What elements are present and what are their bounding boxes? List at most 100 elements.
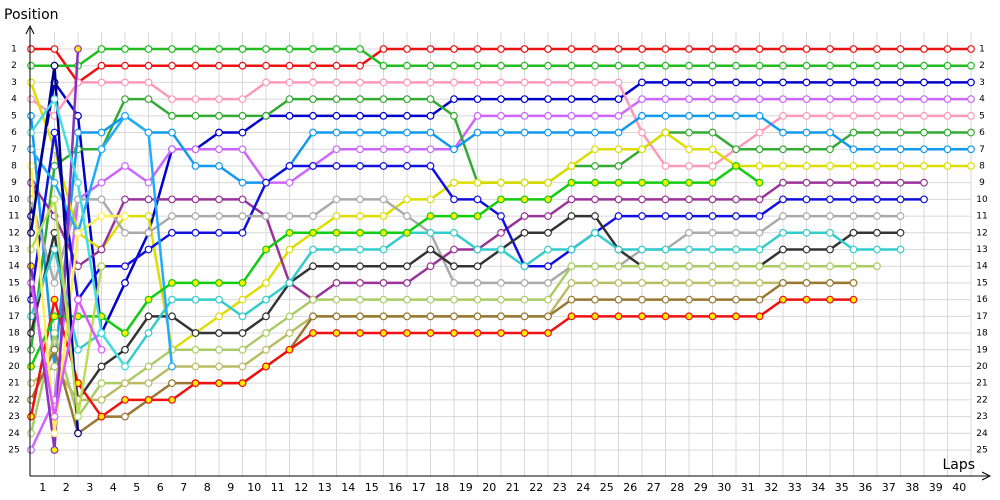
y-tick-label-right: 4 [979, 95, 985, 105]
position-marker [50, 162, 59, 170]
y-tick-label: 22 [8, 395, 19, 405]
position-marker [755, 162, 764, 170]
position-marker [896, 45, 905, 53]
position-marker [450, 111, 458, 120]
position-marker [661, 245, 670, 254]
x-tick-label: 12 [294, 481, 308, 494]
position-marker [473, 111, 482, 120]
position-marker [238, 95, 247, 104]
position-marker [755, 228, 764, 237]
x-axis-title: Laps [942, 457, 975, 473]
position-marker [755, 195, 764, 204]
position-marker [379, 78, 388, 87]
position-marker [121, 395, 129, 404]
position-marker [638, 128, 646, 137]
position-marker [826, 245, 834, 254]
position-marker [426, 128, 435, 137]
x-tick-label: 37 [882, 481, 896, 494]
position-marker [708, 262, 717, 271]
position-marker [50, 178, 59, 187]
position-marker [97, 345, 106, 354]
y-tick-label: 13 [8, 245, 19, 255]
position-marker [215, 162, 223, 170]
position-marker [285, 312, 294, 321]
position-marker [309, 228, 317, 237]
position-marker [520, 111, 529, 120]
position-marker [732, 61, 740, 70]
position-marker [215, 345, 223, 354]
position-marker [544, 262, 552, 271]
position-marker [779, 295, 787, 304]
position-marker [779, 245, 787, 254]
position-marker [779, 262, 787, 271]
position-marker [403, 195, 411, 204]
position-marker [567, 61, 576, 70]
position-marker [309, 262, 317, 271]
position-marker [144, 95, 153, 104]
position-marker [379, 162, 388, 170]
position-marker [74, 429, 82, 438]
position-marker [285, 78, 294, 87]
position-marker [544, 279, 552, 287]
position-marker [332, 162, 341, 170]
position-marker [520, 195, 529, 204]
position-marker [97, 212, 106, 220]
position-marker [967, 145, 975, 154]
position-marker [473, 195, 482, 204]
position-marker [849, 45, 858, 53]
y-tick-label-right: 6 [979, 128, 985, 138]
position-marker [544, 312, 552, 321]
position-marker [97, 178, 106, 187]
position-marker [379, 228, 388, 237]
position-marker [379, 329, 388, 337]
position-marker [638, 312, 646, 321]
position-marker [473, 279, 482, 287]
position-marker [591, 145, 599, 154]
position-marker [920, 95, 928, 104]
position-marker [356, 78, 364, 87]
position-marker [520, 78, 529, 87]
position-marker [779, 145, 787, 154]
position-marker [779, 95, 787, 104]
position-marker [215, 295, 223, 304]
position-marker [849, 95, 858, 104]
position-marker [285, 228, 294, 237]
position-marker [591, 212, 599, 220]
series-line [29, 298, 854, 418]
position-marker [661, 212, 670, 220]
position-marker [497, 295, 505, 304]
x-tick-label: 27 [647, 481, 661, 494]
position-marker [379, 128, 388, 137]
position-marker [144, 61, 153, 70]
position-marker [285, 279, 294, 287]
position-marker [168, 195, 176, 204]
position-marker [356, 212, 364, 220]
position-marker [967, 128, 975, 137]
position-marker [238, 45, 247, 53]
position-marker [567, 95, 576, 104]
position-marker [403, 329, 411, 337]
position-marker [215, 362, 223, 371]
y-tick-label-right: 24 [976, 429, 988, 439]
position-marker [450, 61, 458, 70]
position-marker [168, 379, 176, 388]
position-marker [661, 162, 670, 170]
position-marker [450, 228, 458, 237]
position-marker [708, 228, 717, 237]
y-tick-label: 3 [11, 78, 17, 88]
y-tick-label: 16 [8, 295, 20, 305]
position-marker [144, 45, 153, 53]
position-marker [920, 145, 928, 154]
position-marker [50, 362, 59, 371]
x-tick-label: 8 [204, 481, 211, 494]
x-tick-label: 21 [506, 481, 520, 494]
x-tick-label: 15 [365, 481, 379, 494]
position-marker [826, 195, 834, 204]
x-tick-label: 9 [227, 481, 234, 494]
y-tick-label: 4 [11, 95, 17, 105]
position-marker [967, 45, 975, 53]
position-marker [238, 312, 247, 321]
position-marker [873, 111, 881, 120]
position-marker [309, 95, 317, 104]
position-marker [74, 128, 82, 137]
